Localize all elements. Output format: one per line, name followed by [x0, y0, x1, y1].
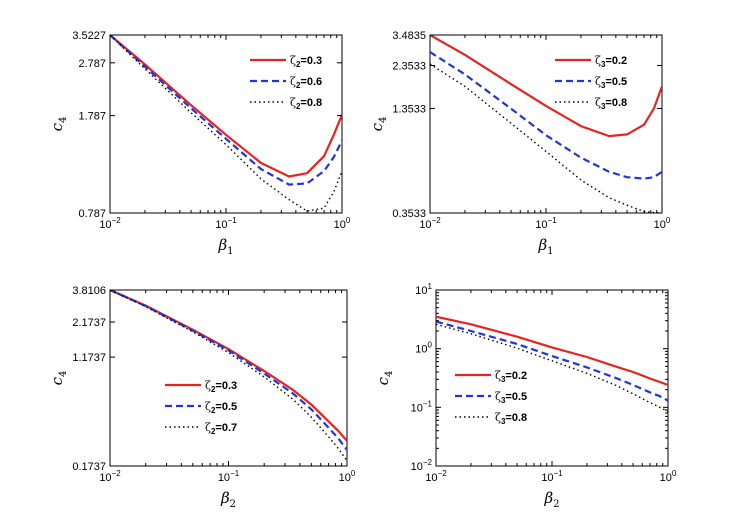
y-axis-label: c4: [48, 117, 69, 132]
x-axis-label: β2: [220, 489, 236, 510]
x-tick-label: 10−1: [535, 216, 557, 231]
x-tick-label: 10−2: [99, 216, 121, 231]
plot-area: [429, 34, 663, 214]
y-tick-label: 10−2: [411, 458, 433, 473]
chart-2: 10−2 10−1 100 0.3533 1.3533 2.3533 3.4835 β1 c4 ζ…: [368, 30, 671, 257]
y-tick-label: 3.5227: [72, 30, 106, 42]
series-line-2: [436, 320, 668, 402]
legend: ζ3=0.2 ζ3=0.5 ζ3=0.8: [455, 369, 527, 426]
legend: ζ2=0.3 ζ2=0.6 ζ2=0.8: [250, 54, 322, 111]
y-tick-label: 0.787: [78, 208, 106, 220]
legend-label-3: ζ3=0.8: [495, 411, 527, 426]
series-line-3: [430, 63, 662, 213]
x-tick-label: 10−2: [419, 216, 441, 231]
legend-label-1: ζ2=0.3: [205, 379, 237, 394]
legend-label-1: ζ2=0.3: [290, 54, 322, 69]
series-line-2: [430, 51, 662, 180]
x-tick-label: 10−2: [99, 469, 121, 484]
y-tick-label: 1.3533: [392, 104, 426, 116]
x-tick-label: 10−2: [425, 469, 447, 484]
series-line-1: [430, 35, 662, 138]
y-axis-label: c4: [368, 117, 389, 132]
y-axis-label: c4: [48, 371, 69, 386]
x-tick-label: 100: [654, 216, 671, 231]
legend-label-1: ζ3=0.2: [595, 54, 627, 69]
x-tick-label: 100: [339, 469, 356, 484]
y-axis-label: c4: [374, 371, 395, 386]
y-tick-label: 0.1737: [72, 461, 106, 473]
series-line-1: [110, 35, 342, 178]
y-tick-label: 1.1737: [72, 352, 106, 364]
legend-label-2: ζ2=0.6: [290, 75, 322, 90]
plot-area: [109, 289, 348, 467]
y-tick-label: 2.1737: [72, 317, 106, 329]
y-tick-label: 1.787: [78, 111, 106, 123]
legend-label-2: ζ2=0.5: [205, 400, 237, 415]
x-tick-label: 100: [660, 469, 677, 484]
legend: ζ3=0.2 ζ3=0.5 ζ3=0.8: [555, 54, 627, 111]
legend-label-2: ζ3=0.5: [595, 75, 627, 90]
legend-label-2: ζ3=0.5: [495, 390, 527, 405]
y-tick-label: 10−1: [411, 399, 433, 414]
legend-label-3: ζ2=0.8: [290, 96, 322, 111]
series-line-1: [436, 315, 668, 387]
y-tick-label: 3.8106: [72, 285, 106, 297]
legend-label-1: ζ3=0.2: [495, 369, 527, 384]
plot-area: [435, 289, 669, 467]
y-tick-label: 0.3533: [392, 208, 426, 220]
series-line-1: [110, 290, 347, 442]
y-tick-label: 2.787: [78, 58, 106, 70]
chart-1: 10−2 10−1 100 0.787 1.787 2.787 3.5227 β1 c4 ζ2=0…: [48, 30, 351, 257]
legend: ζ2=0.3 ζ2=0.5 ζ2=0.7: [165, 379, 237, 436]
y-tick-label: 2.3533: [392, 61, 426, 73]
legend-label-3: ζ2=0.7: [205, 421, 237, 436]
x-tick-label: 10−1: [215, 216, 237, 231]
y-tick-label: 3.4835: [392, 30, 426, 42]
y-tick-label: 100: [415, 341, 432, 356]
series-line-3: [110, 35, 342, 212]
x-axis-label: β2: [543, 489, 559, 510]
x-axis-label: β1: [537, 236, 553, 257]
y-tick-label: 101: [415, 282, 432, 297]
x-tick-label: 10−1: [218, 469, 240, 484]
legend-label-3: ζ3=0.8: [595, 96, 627, 111]
x-tick-label: 10−1: [541, 469, 563, 484]
x-tick-label: 100: [334, 216, 351, 231]
x-axis-label: β1: [217, 236, 233, 257]
chart-3: 10−2 10−1 100 0.1737 1.1737 2.1737 3.8106 β2 c4 ζ…: [48, 285, 356, 510]
series-line-2: [110, 290, 347, 451]
series-line-2: [110, 35, 342, 186]
